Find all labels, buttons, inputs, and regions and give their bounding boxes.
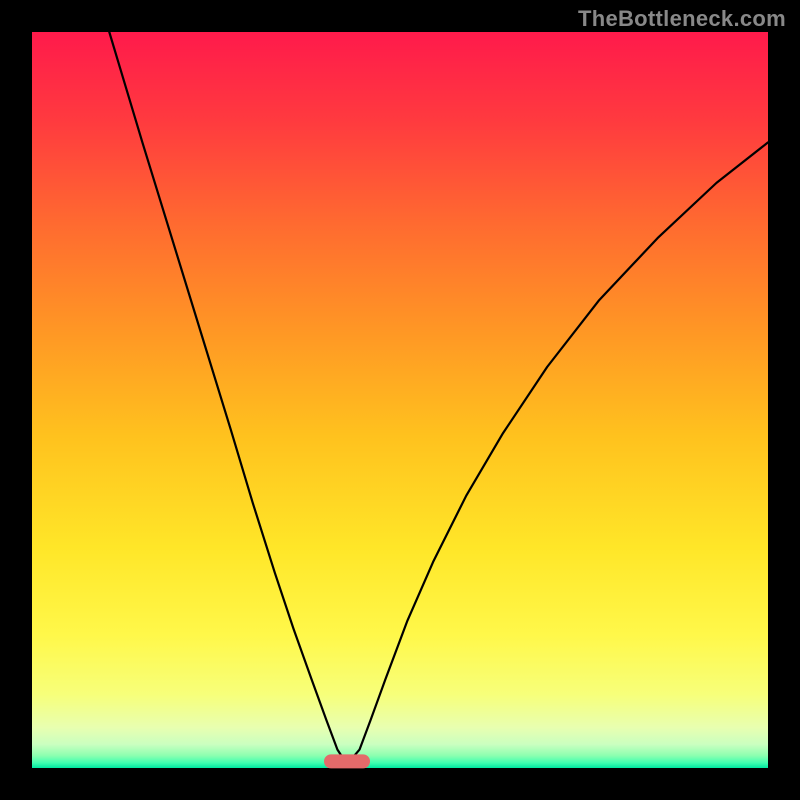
bottleneck-curve-chart — [0, 0, 800, 800]
watermark-text: TheBottleneck.com — [578, 6, 786, 32]
chart-container: TheBottleneck.com — [0, 0, 800, 800]
bottleneck-marker — [324, 754, 370, 768]
